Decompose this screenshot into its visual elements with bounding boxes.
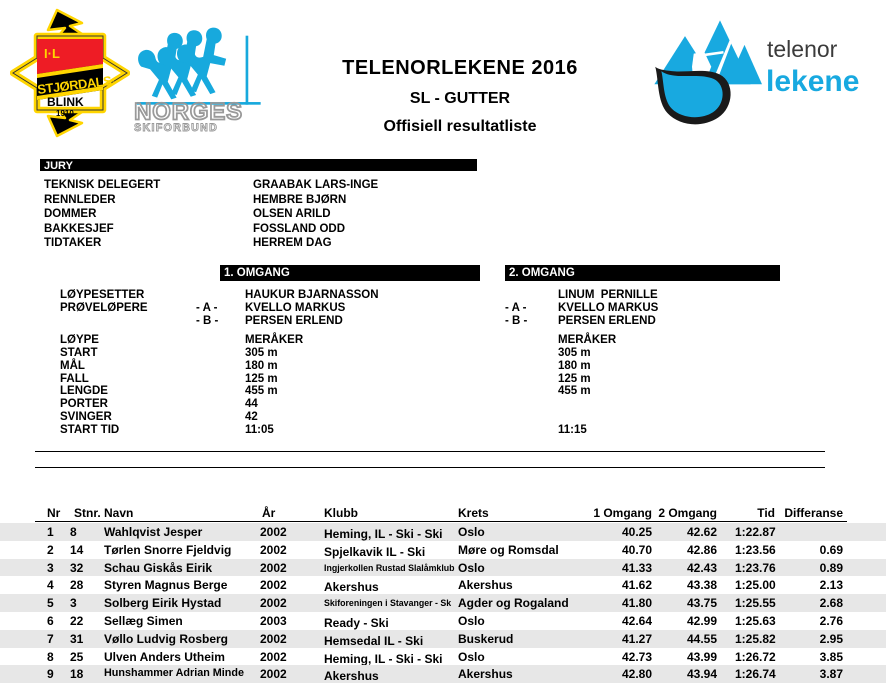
svg-text:BLINK: BLINK	[47, 95, 84, 109]
svg-text:I·L: I·L	[44, 46, 60, 61]
svg-text:SKIFORBUND: SKIFORBUND	[134, 122, 218, 133]
svg-text:1910: 1910	[56, 109, 74, 118]
